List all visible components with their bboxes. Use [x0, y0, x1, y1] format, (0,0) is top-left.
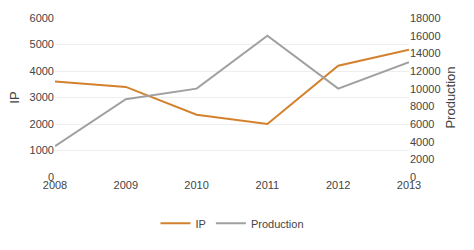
svg-text:Production: Production — [443, 66, 458, 128]
svg-text:14000: 14000 — [410, 47, 441, 59]
svg-text:IP: IP — [7, 91, 22, 103]
svg-text:2008: 2008 — [43, 179, 67, 191]
svg-text:1000: 1000 — [30, 144, 54, 156]
svg-text:IP: IP — [196, 218, 206, 230]
svg-text:8000: 8000 — [410, 100, 434, 112]
svg-text:16000: 16000 — [410, 30, 441, 42]
svg-text:4000: 4000 — [410, 136, 434, 148]
svg-text:5000: 5000 — [30, 38, 54, 50]
svg-text:4000: 4000 — [30, 65, 54, 77]
svg-text:Production: Production — [251, 218, 304, 230]
svg-text:2000: 2000 — [30, 118, 54, 130]
svg-text:12000: 12000 — [410, 65, 441, 77]
svg-text:3000: 3000 — [30, 91, 54, 103]
svg-text:0: 0 — [48, 171, 54, 183]
svg-text:6000: 6000 — [410, 118, 434, 130]
svg-text:2009: 2009 — [114, 179, 138, 191]
svg-text:0: 0 — [410, 171, 416, 183]
svg-text:18000: 18000 — [410, 12, 441, 24]
svg-text:2011: 2011 — [256, 179, 280, 191]
svg-text:2010: 2010 — [184, 179, 208, 191]
svg-text:6000: 6000 — [30, 12, 54, 24]
svg-text:10000: 10000 — [410, 83, 441, 95]
svg-text:2000: 2000 — [410, 153, 434, 165]
svg-text:2012: 2012 — [326, 179, 350, 191]
svg-text:2013: 2013 — [397, 179, 421, 191]
